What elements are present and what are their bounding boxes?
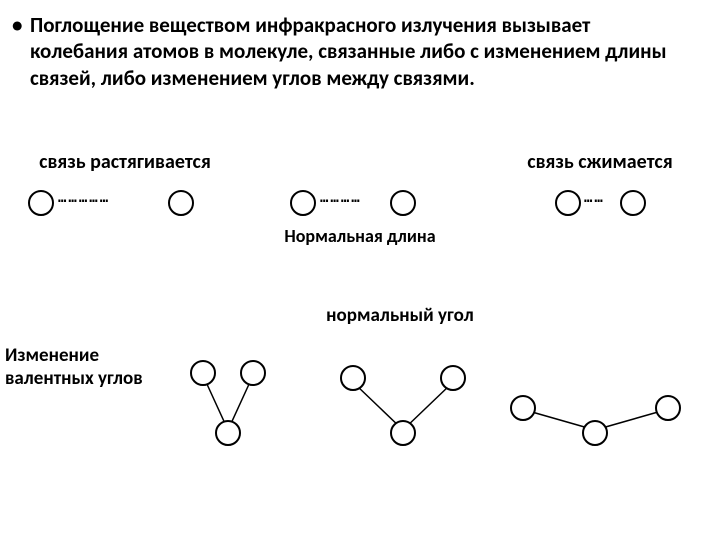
atom-normal-left <box>290 190 316 216</box>
atom-narrow-left <box>190 360 216 386</box>
atom-wide-left <box>510 395 536 421</box>
bond-stretched: …………… <box>58 190 168 206</box>
label-normal-angle-text: нормальный угол <box>326 304 474 327</box>
bullet-text: Поглощение веществом инфракрасного излуч… <box>30 12 690 91</box>
atom-wide-right <box>655 395 681 421</box>
label-stretched: связь растягивается <box>5 150 245 174</box>
label-angle-change-text: Изменение валентных углов <box>5 344 143 390</box>
bullet-paragraph: Поглощение веществом инфракрасного излуч… <box>30 12 690 91</box>
label-compressed: связь сжимается <box>490 150 710 174</box>
atom-narrow-apex <box>215 420 241 446</box>
atom-stretched-left <box>28 190 54 216</box>
atom-normal-right <box>390 190 416 216</box>
atom-normalang-apex <box>390 420 416 446</box>
atom-normalang-left <box>340 365 366 391</box>
atom-narrow-right <box>240 360 266 386</box>
label-normal-angle: нормальный угол <box>315 305 485 327</box>
bond-normal: ………… <box>320 190 390 206</box>
atom-compressed-left <box>555 190 581 216</box>
diagram-area: связь растягивается связь сжимается Норм… <box>0 150 720 540</box>
atom-normalang-right <box>440 365 466 391</box>
atom-compressed-right <box>620 190 646 216</box>
atom-wide-apex <box>582 420 608 446</box>
bond-compressed: …… <box>584 190 620 206</box>
label-angle-change: Изменение валентных углов <box>5 345 145 391</box>
atom-stretched-right <box>168 190 194 216</box>
label-normal-length: Нормальная длина <box>270 225 450 247</box>
